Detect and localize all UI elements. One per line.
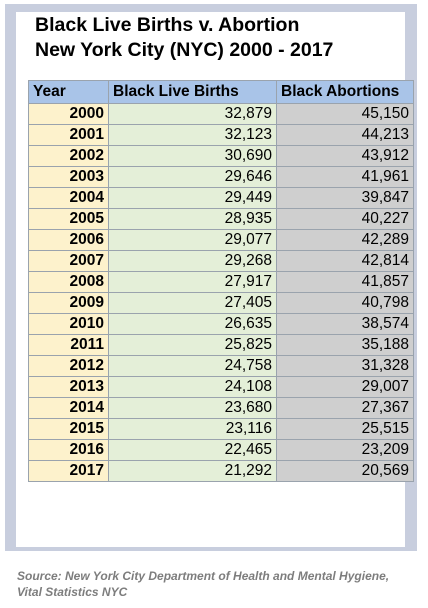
cell-year: 2005: [28, 208, 109, 230]
table-row: 2002 30,690 43,912: [28, 145, 414, 167]
cell-year: 2006: [28, 229, 109, 251]
cell-year: 2004: [28, 187, 109, 209]
cell-births: 29,077: [108, 229, 277, 251]
cell-births: 27,405: [108, 292, 277, 314]
cell-abortions: 38,574: [276, 313, 414, 335]
column-header-abortions: Black Abortions: [276, 80, 414, 104]
table-row: 2005 28,935 40,227: [28, 208, 414, 230]
cell-births: 32,879: [108, 103, 277, 125]
cell-births: 23,116: [108, 418, 277, 440]
cell-abortions: 29,007: [276, 376, 414, 398]
cell-year: 2012: [28, 355, 109, 377]
cell-abortions: 43,912: [276, 145, 414, 167]
cell-abortions: 31,328: [276, 355, 414, 377]
cell-abortions: 44,213: [276, 124, 414, 146]
table-row: 2012 24,758 31,328: [28, 355, 414, 377]
cell-year: 2001: [28, 124, 109, 146]
cell-year: 2013: [28, 376, 109, 398]
cell-year: 2014: [28, 397, 109, 419]
cell-abortions: 42,814: [276, 250, 414, 272]
cell-births: 27,917: [108, 271, 277, 293]
cell-year: 2011: [28, 334, 109, 356]
cell-births: 21,292: [108, 460, 277, 482]
cell-year: 2017: [28, 460, 109, 482]
title-line-2: New York City (NYC) 2000 - 2017: [35, 39, 334, 61]
cell-births: 24,758: [108, 355, 277, 377]
cell-year: 2007: [28, 250, 109, 272]
cell-year: 2016: [28, 439, 109, 461]
cell-births: 32,123: [108, 124, 277, 146]
cell-year: 2008: [28, 271, 109, 293]
cell-abortions: 41,857: [276, 271, 414, 293]
cell-births: 28,935: [108, 208, 277, 230]
cell-births: 23,680: [108, 397, 277, 419]
cell-births: 30,690: [108, 145, 277, 167]
cell-year: 2010: [28, 313, 109, 335]
table-row: 2006 29,077 42,289: [28, 229, 414, 251]
cell-abortions: 25,515: [276, 418, 414, 440]
cell-abortions: 41,961: [276, 166, 414, 188]
cell-births: 22,465: [108, 439, 277, 461]
column-header-year: Year: [28, 80, 109, 104]
table-row: 2017 21,292 20,569: [28, 460, 414, 482]
cell-births: 24,108: [108, 376, 277, 398]
cell-year: 2009: [28, 292, 109, 314]
table-row: 2007 29,268 42,814: [28, 250, 414, 272]
cell-year: 2002: [28, 145, 109, 167]
cell-births: 25,825: [108, 334, 277, 356]
cell-year: 2000: [28, 103, 109, 125]
source-note: Source: New York City Department of Heal…: [17, 569, 390, 599]
page-title: Black Live Births v. Abortion New York C…: [35, 13, 333, 63]
cell-abortions: 20,569: [276, 460, 414, 482]
cell-abortions: 23,209: [276, 439, 414, 461]
cell-abortions: 42,289: [276, 229, 414, 251]
cell-abortions: 35,188: [276, 334, 414, 356]
table-row: 2013 24,108 29,007: [28, 376, 414, 398]
cell-abortions: 45,150: [276, 103, 414, 125]
table-row: 2003 29,646 41,961: [28, 166, 414, 188]
data-table: Year Black Live Births Black Abortions 2…: [28, 80, 414, 482]
cell-births: 26,635: [108, 313, 277, 335]
title-line-1: Black Live Births v. Abortion: [35, 14, 300, 36]
table-row: 2004 29,449 39,847: [28, 187, 414, 209]
cell-births: 29,646: [108, 166, 277, 188]
table-row: 2010 26,635 38,574: [28, 313, 414, 335]
cell-abortions: 27,367: [276, 397, 414, 419]
cell-abortions: 39,847: [276, 187, 414, 209]
column-header-births: Black Live Births: [108, 80, 277, 104]
table-row: 2014 23,680 27,367: [28, 397, 414, 419]
table-frame: Black Live Births v. Abortion New York C…: [5, 4, 417, 551]
table-row: 2011 25,825 35,188: [28, 334, 414, 356]
cell-births: 29,449: [108, 187, 277, 209]
table-header-row: Year Black Live Births Black Abortions: [28, 80, 414, 104]
table-row: 2009 27,405 40,798: [28, 292, 414, 314]
cell-abortions: 40,798: [276, 292, 414, 314]
cell-year: 2003: [28, 166, 109, 188]
table-row: 2001 32,123 44,213: [28, 124, 414, 146]
table-row: 2016 22,465 23,209: [28, 439, 414, 461]
table-row: 2000 32,879 45,150: [28, 103, 414, 125]
table-body: 2000 32,879 45,150 2001 32,123 44,213 2002 30,6…: [28, 103, 414, 482]
table-row: 2015 23,116 25,515: [28, 418, 414, 440]
table-row: 2008 27,917 41,857: [28, 271, 414, 293]
cell-abortions: 40,227: [276, 208, 414, 230]
cell-births: 29,268: [108, 250, 277, 272]
cell-year: 2015: [28, 418, 109, 440]
